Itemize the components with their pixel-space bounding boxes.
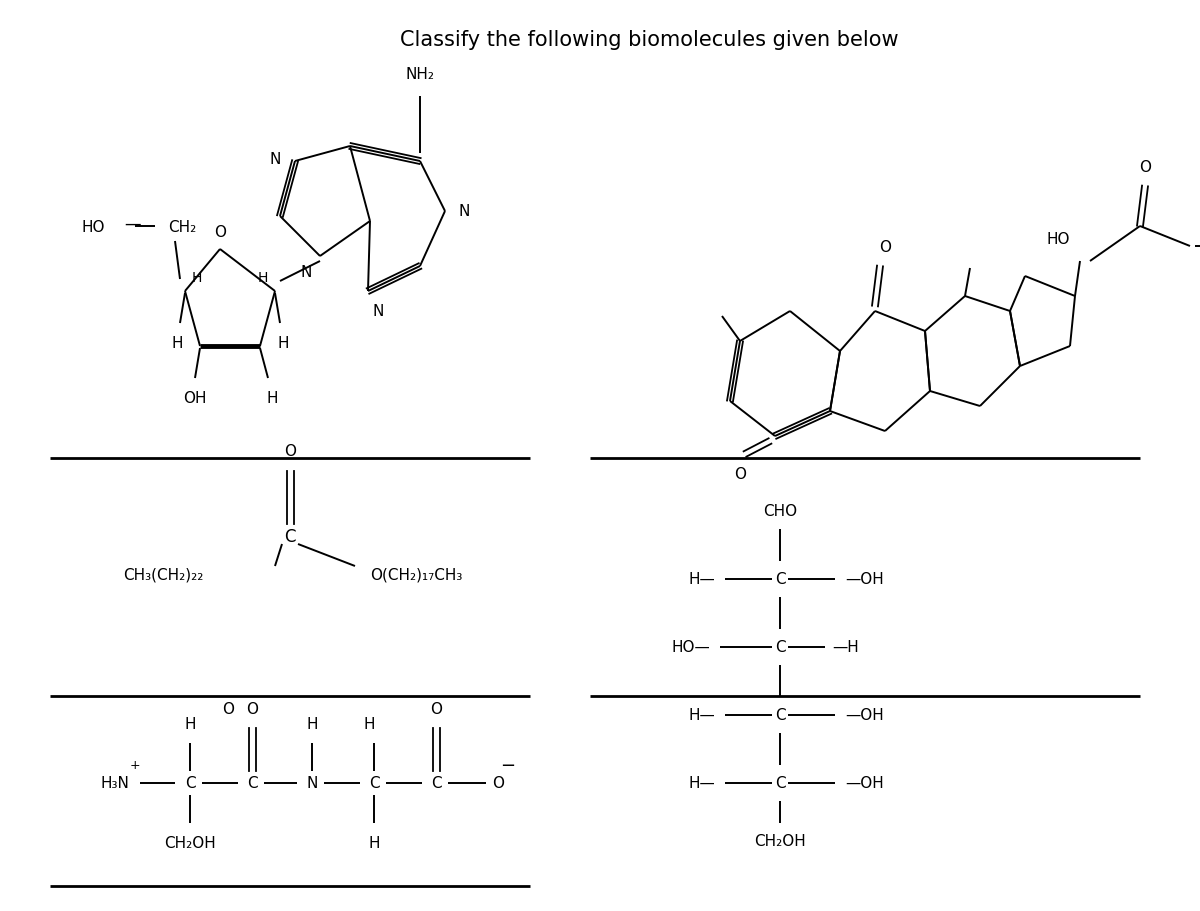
Text: H: H: [185, 716, 196, 732]
Text: H—: H—: [689, 775, 715, 791]
Text: C: C: [284, 527, 295, 546]
Text: H: H: [266, 391, 277, 405]
Text: H—: H—: [689, 708, 715, 722]
Text: O: O: [1139, 159, 1151, 175]
Text: C: C: [185, 775, 196, 791]
Text: O: O: [492, 775, 504, 791]
Text: —OH: —OH: [845, 572, 883, 587]
Text: H: H: [277, 335, 289, 351]
Text: CHO: CHO: [763, 504, 797, 519]
Text: C: C: [775, 708, 785, 722]
Text: H: H: [192, 271, 202, 284]
Text: H: H: [364, 716, 374, 732]
Text: N: N: [373, 303, 384, 319]
Text: −: −: [500, 756, 516, 774]
Text: C: C: [247, 775, 257, 791]
Text: NH₂: NH₂: [406, 67, 434, 82]
Text: HO: HO: [82, 220, 106, 234]
Text: —OH: —OH: [845, 708, 883, 722]
Text: H: H: [258, 271, 268, 284]
Text: C: C: [775, 640, 785, 655]
Text: N: N: [306, 775, 318, 791]
Text: Classify the following biomolecules given below: Classify the following biomolecules give…: [400, 30, 899, 50]
Text: H₃N: H₃N: [101, 775, 130, 791]
Text: O: O: [878, 240, 890, 255]
Text: —H: —H: [832, 640, 859, 655]
Text: —: —: [125, 215, 142, 232]
Text: N: N: [301, 265, 312, 280]
Text: CH₃(CH₂)₂₂: CH₃(CH₂)₂₂: [122, 567, 203, 582]
Text: O: O: [214, 225, 226, 240]
Text: N: N: [270, 151, 281, 167]
Text: H: H: [306, 716, 318, 732]
Text: O: O: [222, 701, 234, 716]
Text: C: C: [368, 775, 379, 791]
Text: C: C: [775, 775, 785, 791]
Text: C: C: [431, 775, 442, 791]
Text: O: O: [734, 466, 746, 482]
Text: OH: OH: [184, 391, 206, 405]
Text: +: +: [130, 759, 140, 772]
Text: CH₂: CH₂: [168, 220, 197, 234]
Text: HO: HO: [1046, 231, 1070, 247]
Text: H: H: [368, 835, 379, 850]
Text: N: N: [458, 204, 470, 220]
Text: HO—: HO—: [671, 640, 710, 655]
Text: O: O: [284, 444, 296, 458]
Text: C: C: [775, 572, 785, 587]
Text: CH₂OH: CH₂OH: [164, 835, 216, 850]
Text: H: H: [172, 335, 182, 351]
Text: O: O: [246, 701, 258, 716]
Text: O: O: [430, 701, 442, 716]
Text: H—: H—: [689, 572, 715, 587]
Text: O(CH₂)₁₇CH₃: O(CH₂)₁₇CH₃: [370, 567, 462, 582]
Text: CH₂OH: CH₂OH: [754, 834, 806, 848]
Text: —OH: —OH: [845, 775, 883, 791]
